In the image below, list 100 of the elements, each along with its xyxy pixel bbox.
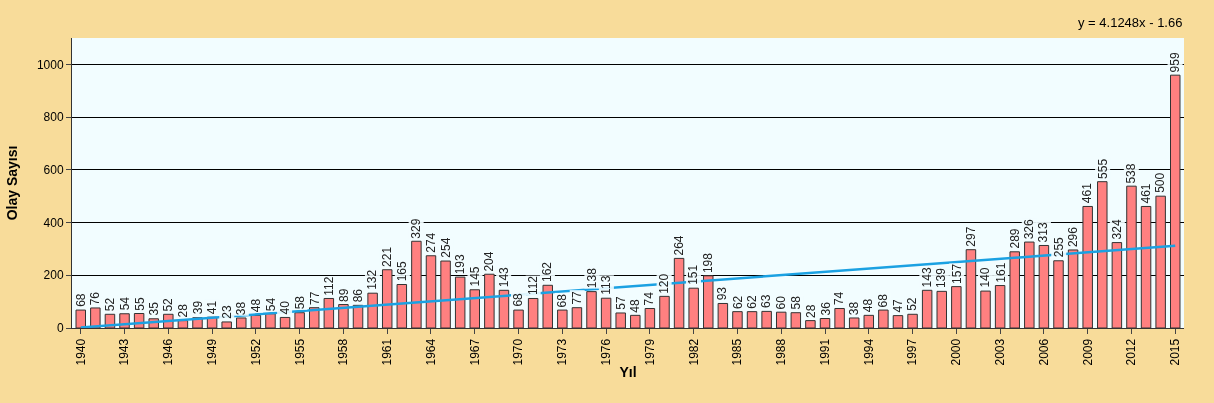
data-label: 145 xyxy=(468,266,482,287)
data-label: 93 xyxy=(715,286,730,301)
data-label: 77 xyxy=(307,291,322,305)
data-label: 76 xyxy=(88,291,103,306)
data-label: 36 xyxy=(818,301,833,316)
data-label: 324 xyxy=(1110,219,1125,240)
data-label: 86 xyxy=(350,288,365,303)
data-label: 264 xyxy=(671,235,686,256)
data-label: 68 xyxy=(73,293,88,307)
data-label: 143 xyxy=(496,266,511,288)
data-label: 54 xyxy=(117,296,132,311)
data-label: 54 xyxy=(263,297,278,312)
data-label: 326 xyxy=(1022,219,1037,240)
data-label: 274 xyxy=(424,232,439,253)
data-label: 39 xyxy=(190,300,205,315)
data-label: 120 xyxy=(657,273,672,294)
y-tick-label: 200 xyxy=(43,268,64,283)
data-label: 57 xyxy=(613,296,628,310)
data-label: 461 xyxy=(1138,183,1153,204)
y-axis-title: Olay Sayısı xyxy=(4,145,21,221)
x-tick-label: 2015 xyxy=(1168,338,1183,366)
x-tick-label: 2009 xyxy=(1080,338,1095,366)
data-label: 139 xyxy=(934,267,949,289)
x-tick-label: 2012 xyxy=(1124,338,1139,366)
x-tick-label: 2006 xyxy=(1036,338,1051,366)
data-label: 38 xyxy=(234,301,249,316)
x-tick-label: 1982 xyxy=(686,338,701,366)
data-label: 193 xyxy=(453,253,468,275)
data-label: 297 xyxy=(964,226,979,247)
data-label: 74 xyxy=(832,291,847,306)
data-label: 38 xyxy=(847,301,862,316)
x-tick-label: 1946 xyxy=(161,338,176,366)
data-label: 40 xyxy=(277,300,292,315)
data-label: 165 xyxy=(395,260,410,282)
data-label: 48 xyxy=(627,298,642,313)
data-label: 52 xyxy=(905,297,920,311)
data-label: 289 xyxy=(1007,228,1022,249)
data-label: 35 xyxy=(146,301,161,316)
data-label: 138 xyxy=(584,267,599,289)
x-tick-label: 1958 xyxy=(336,338,351,366)
x-tick-label: 2003 xyxy=(993,338,1008,366)
data-label: 151 xyxy=(686,264,701,285)
x-tick-label: 1964 xyxy=(423,338,438,366)
data-label: 62 xyxy=(745,295,760,309)
x-tick-label: 1988 xyxy=(774,338,789,366)
data-label: 52 xyxy=(161,297,176,312)
data-label: 198 xyxy=(701,252,716,274)
data-label: 162 xyxy=(540,261,555,283)
x-tick-label: 1979 xyxy=(642,338,657,366)
data-label: 58 xyxy=(292,295,307,310)
data-label: 255 xyxy=(1051,236,1066,258)
x-tick-label: 1994 xyxy=(861,338,876,366)
x-tick-label: 1991 xyxy=(817,338,832,366)
data-label: 28 xyxy=(803,304,818,319)
data-label: 74 xyxy=(642,291,657,306)
data-label: 48 xyxy=(861,298,876,313)
data-label: 113 xyxy=(599,275,614,295)
data-label: 89 xyxy=(336,288,351,302)
data-label: 461 xyxy=(1080,182,1095,204)
data-label: 221 xyxy=(380,246,395,267)
y-tick-label: 600 xyxy=(43,163,64,178)
data-label: 157 xyxy=(949,263,964,284)
data-label: 23 xyxy=(219,304,234,319)
x-tick-label: 1970 xyxy=(511,338,526,366)
data-label: 254 xyxy=(438,237,453,258)
x-tick-label: 1973 xyxy=(555,338,570,366)
data-label: 62 xyxy=(730,295,745,310)
data-label: 47 xyxy=(891,298,906,313)
data-label: 112 xyxy=(321,276,336,296)
x-axis-title: Yıl xyxy=(619,363,637,380)
data-label: 52 xyxy=(102,297,117,312)
y-tick-label: 0 xyxy=(56,321,64,336)
x-tick-label: 1943 xyxy=(117,338,132,366)
data-label: 77 xyxy=(570,290,585,305)
x-tick-label: 2000 xyxy=(949,338,964,366)
x-tick-label: 1985 xyxy=(730,338,745,366)
text: y = 4.1248x - 1.66 xyxy=(1078,15,1183,30)
data-label: 555 xyxy=(1095,158,1110,179)
data-label: 538 xyxy=(1124,163,1139,184)
data-label: 68 xyxy=(555,293,570,308)
data-label: 313 xyxy=(1036,222,1051,243)
y-tick-label: 400 xyxy=(43,215,64,230)
data-label: 959 xyxy=(1168,52,1183,73)
data-label: 68 xyxy=(876,293,891,308)
data-label: 48 xyxy=(248,298,263,313)
data-label: 132 xyxy=(365,269,380,290)
data-label: 329 xyxy=(409,218,424,239)
x-tick-label: 1976 xyxy=(599,338,614,366)
data-label: 55 xyxy=(132,296,147,311)
x-tick-label: 1955 xyxy=(292,338,307,366)
data-label: 41 xyxy=(204,300,219,315)
data-label: 68 xyxy=(511,292,526,307)
data-label: 140 xyxy=(978,267,993,288)
x-tick-label: 1961 xyxy=(380,338,395,366)
data-label: 296 xyxy=(1066,226,1081,248)
data-label: 112 xyxy=(526,275,541,296)
data-label: 143 xyxy=(919,267,934,288)
x-tick-label: 1940 xyxy=(73,338,88,366)
data-label: 63 xyxy=(759,294,774,309)
data-label: 500 xyxy=(1153,172,1168,193)
